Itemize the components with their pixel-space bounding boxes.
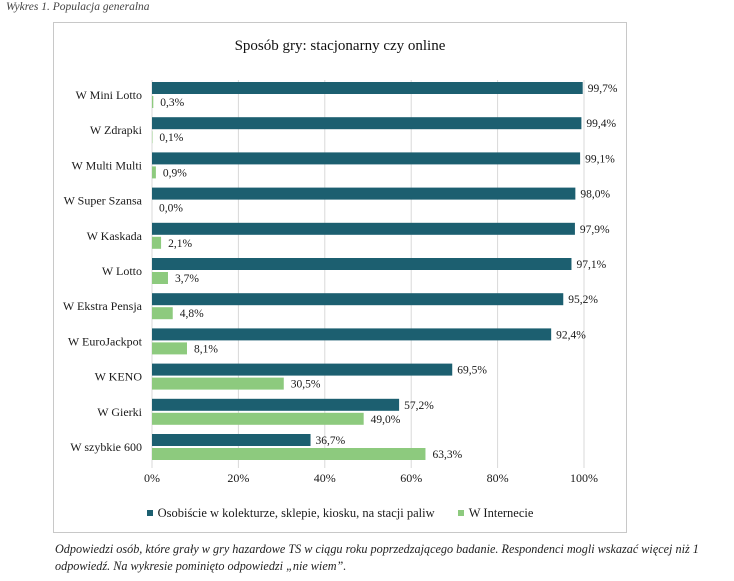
category-label: W szybkie 600: [70, 440, 142, 454]
bar-series1: [152, 328, 552, 341]
data-label-series2: 4,8%: [180, 308, 204, 320]
data-label-series1: 99,7%: [588, 83, 618, 95]
bar-series1: [152, 187, 576, 200]
category-label: W Ekstra Pensja: [63, 299, 143, 313]
data-label-series1: 97,9%: [580, 224, 610, 236]
data-label-series2: 0,0%: [159, 203, 183, 215]
bar-series2: [152, 412, 364, 425]
legend-item-series2: W Internecie: [457, 505, 534, 521]
bar-series2: [152, 96, 154, 108]
data-label-series1: 57,2%: [404, 400, 434, 412]
bar-series2: [152, 448, 426, 460]
legend-item-series1: Osobiście w kolekturze, sklepie, kiosku,…: [146, 505, 435, 521]
data-label-series2: 0,9%: [163, 167, 187, 179]
x-tick-label: 100%: [570, 471, 598, 485]
legend-label-series1: Osobiście w kolekturze, sklepie, kiosku,…: [157, 505, 435, 520]
category-label: W KENO: [95, 370, 143, 384]
data-label-series2: 0,1%: [159, 132, 183, 144]
data-label-series1: 99,4%: [586, 118, 616, 130]
data-label-series2: 30,5%: [291, 379, 321, 391]
chart-frame: [53, 22, 627, 533]
x-tick-label: 60%: [400, 471, 422, 485]
bar-series1: [152, 293, 564, 306]
data-label-series1: 98,0%: [580, 189, 610, 201]
x-tick-label: 0%: [144, 471, 160, 485]
x-tick-label: 20%: [227, 471, 249, 485]
category-label: W Kaskada: [87, 229, 143, 243]
bar-series1: [152, 117, 582, 130]
data-label-series2: 2,1%: [168, 238, 192, 250]
data-label-series2: 8,1%: [194, 343, 218, 355]
category-label: W Multi Multi: [72, 158, 143, 172]
data-label-series1: 92,4%: [556, 329, 586, 341]
data-label-series2: 63,3%: [432, 449, 462, 461]
bar-series1: [152, 258, 572, 270]
x-tick-label: 40%: [314, 471, 336, 485]
bar-series2: [152, 342, 187, 355]
bar-series1: [152, 82, 583, 94]
data-label-series2: 0,3%: [160, 97, 184, 109]
bar-series2: [152, 377, 284, 390]
bar-series1: [152, 363, 453, 376]
data-label-series1: 95,2%: [568, 294, 598, 306]
footnote: Odpowiedzi osób, które grały w gry hazar…: [55, 542, 699, 573]
bar-series1: [152, 434, 311, 446]
bar-series1: [152, 398, 400, 411]
legend-swatch-series2: [457, 510, 464, 516]
data-label-series1: 99,1%: [585, 153, 615, 165]
legend-label-series2: W Internecie: [468, 505, 534, 520]
chart-legend: Osobiście w kolekturze, sklepie, kiosku,…: [53, 505, 627, 521]
bar-series1: [152, 152, 581, 165]
category-label: W Super Szansa: [64, 194, 143, 208]
category-label: W Gierki: [97, 405, 142, 419]
bar-series2: [152, 272, 168, 284]
bar-series2: [152, 166, 156, 179]
x-tick-label: 80%: [487, 471, 509, 485]
bar-series1: [152, 222, 575, 235]
chart-title: Sposób gry: stacjonarny czy online: [234, 38, 446, 54]
bar-series2: [152, 307, 173, 320]
data-label-series2: 49,0%: [371, 414, 401, 426]
category-label: W Zdrapki: [90, 123, 143, 137]
data-label-series1: 97,1%: [576, 259, 606, 271]
data-label-series1: 69,5%: [457, 365, 487, 377]
category-label: W EuroJackpot: [68, 334, 143, 348]
legend-swatch-series1: [146, 510, 153, 516]
category-label: W Lotto: [102, 264, 142, 278]
data-label-series1: 36,7%: [316, 435, 346, 447]
figure-caption: Wykres 1. Populacja generalna: [6, 1, 150, 13]
data-label-series2: 3,7%: [175, 273, 199, 285]
bar-series2: [152, 236, 162, 249]
category-label: W Mini Lotto: [76, 88, 142, 102]
